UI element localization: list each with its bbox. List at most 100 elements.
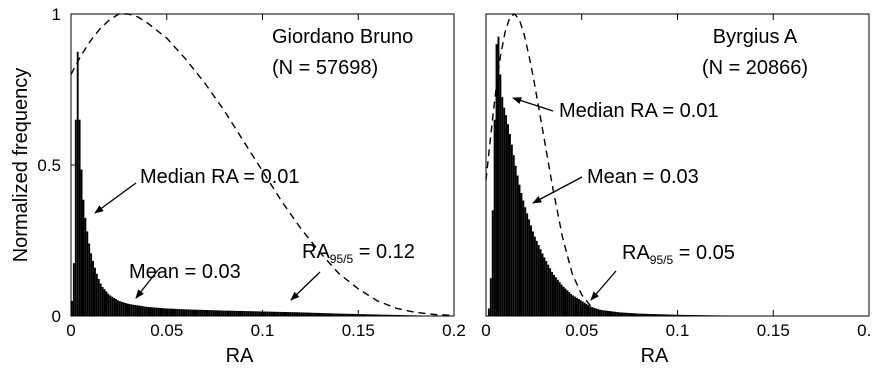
histogram-bar <box>352 313 355 316</box>
histogram-bar <box>252 311 255 316</box>
histogram-bar <box>648 313 651 316</box>
histogram-bar <box>669 314 672 316</box>
histogram-bar <box>621 312 624 316</box>
histogram-bar <box>625 312 628 316</box>
annotation-label: Mean = 0.03 <box>587 166 699 188</box>
annotation-value: = 0.12 <box>353 241 415 263</box>
histogram-bar <box>388 314 391 316</box>
histogram-bar <box>319 313 322 316</box>
histogram-bar <box>310 312 313 316</box>
histogram-bar <box>568 292 571 316</box>
histogram-bar <box>170 308 173 316</box>
histogram-bar <box>514 165 517 316</box>
histogram-bar <box>78 119 81 316</box>
histogram-bar <box>581 301 584 316</box>
histogram-bar <box>385 314 387 316</box>
histogram-bar <box>302 312 305 316</box>
histogram-bar <box>524 207 527 316</box>
x-tick-label: 0.05 <box>565 321 598 340</box>
histogram-bar <box>191 309 194 316</box>
histogram-bar <box>325 313 328 316</box>
histogram-bar <box>130 304 133 316</box>
histogram-bar <box>76 51 79 316</box>
x-tick-label: 0.2 <box>442 321 466 340</box>
histogram-bar <box>103 289 106 316</box>
chart-panel-left: 0 0.05 0.1 0.15 0.2 0 0.5 1 RA Normalized frequen… <box>10 5 466 367</box>
histogram-bar <box>185 309 188 316</box>
histogram-bar <box>566 290 569 316</box>
histogram-bar <box>616 312 619 316</box>
histogram-bar <box>639 313 642 316</box>
histogram-bar <box>348 313 351 316</box>
histogram-bar <box>329 313 332 316</box>
histogram-bar <box>495 44 498 316</box>
histogram-bar <box>101 286 104 316</box>
histogram-bar <box>396 314 399 316</box>
annotation-arrow <box>94 182 137 214</box>
histogram-bar <box>113 297 116 316</box>
histogram-bar <box>93 267 96 316</box>
histogram-bar <box>270 311 273 316</box>
histogram-bar <box>183 309 186 316</box>
histogram-bar <box>383 314 386 316</box>
histogram-bar <box>510 144 513 316</box>
histogram-bar <box>612 311 615 316</box>
histogram-bar <box>553 274 555 316</box>
histogram-bar <box>314 312 317 316</box>
annotation-subscript: 95/5 <box>330 252 354 266</box>
histogram-bar <box>262 311 265 316</box>
histogram-bar <box>667 314 670 316</box>
histogram-bar <box>595 308 598 316</box>
histogram-bar <box>531 231 534 316</box>
histogram-bar <box>516 175 519 316</box>
histogram-bar <box>350 313 353 316</box>
histogram-bar <box>390 314 393 316</box>
histogram-bar <box>562 286 565 316</box>
histogram-bar <box>231 310 234 316</box>
histogram-bar <box>298 312 301 316</box>
histogram-bar <box>149 307 152 316</box>
histogram-bar <box>658 314 661 316</box>
histogram-bar <box>637 313 640 316</box>
histogram-bar <box>293 312 296 316</box>
histogram-bar <box>664 314 667 316</box>
histogram-bar <box>279 311 282 316</box>
histogram-bar <box>296 312 299 316</box>
histogram-bar <box>291 312 294 316</box>
histogram-bar <box>394 314 397 316</box>
annotation-label: RA95/5 = 0.05 <box>622 242 735 267</box>
x-tick-label: 0 <box>481 321 490 340</box>
histogram-bar <box>560 284 563 316</box>
histogram-bar <box>673 314 676 316</box>
histogram-bar <box>273 311 276 316</box>
histogram-bar <box>331 313 334 316</box>
histogram-bar <box>176 308 179 316</box>
histogram-bar <box>235 310 238 316</box>
histogram-bar <box>216 310 219 316</box>
histogram-bar <box>254 311 257 316</box>
histogram-bar <box>539 249 542 316</box>
histogram-bar <box>245 311 248 316</box>
histogram-bar <box>220 310 223 316</box>
histogram-bar <box>335 313 338 316</box>
histogram-bar <box>239 310 242 316</box>
histogram-bar <box>105 291 108 316</box>
histogram-bar <box>337 313 340 316</box>
x-tick-label: 0.1 <box>666 321 690 340</box>
histogram-bar <box>206 310 209 316</box>
histogram-bar <box>203 309 206 316</box>
x-axis-label: RA <box>226 345 254 367</box>
histogram-bar <box>675 314 678 316</box>
histogram-bar <box>224 310 227 316</box>
histogram-bar <box>683 314 686 316</box>
histogram-bar <box>358 314 361 316</box>
histogram-bar <box>277 311 280 316</box>
histogram-bar <box>143 306 146 316</box>
histogram-bar <box>241 310 244 316</box>
histogram-bar <box>522 200 525 316</box>
histogram-bar <box>306 312 309 316</box>
x-tick-label: 0.15 <box>342 321 375 340</box>
histogram-bar <box>333 313 336 316</box>
histogram-bar <box>201 309 204 316</box>
crater-label-line: (N = 57698) <box>272 57 378 79</box>
